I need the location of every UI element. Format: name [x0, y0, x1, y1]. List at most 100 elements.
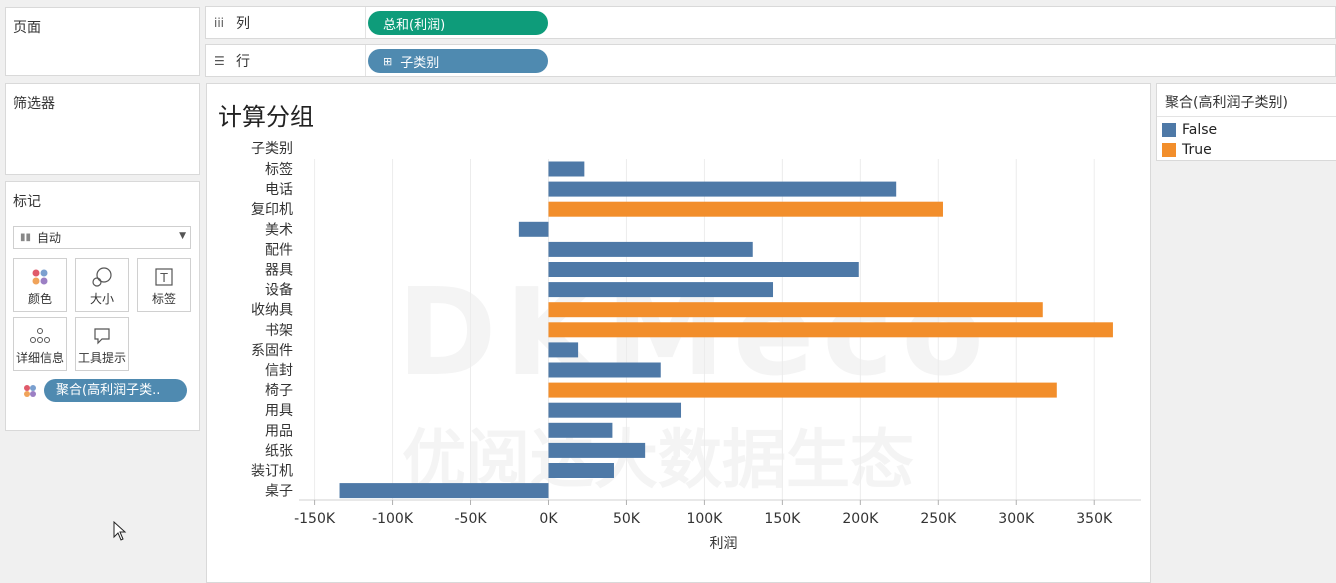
x-tick-label: 0K	[539, 511, 558, 527]
x-tick-label: 100K	[686, 511, 723, 527]
bar	[548, 201, 943, 217]
bar	[548, 422, 613, 438]
category-label: 美术	[265, 222, 293, 238]
category-label: 用品	[265, 423, 293, 439]
legend-panel: 聚合(高利润子类别) False True	[1156, 83, 1336, 161]
pages-panel[interactable]: 页面	[5, 7, 200, 76]
viz-panel: 计算分组 DKMeco 优阅达大数据生态 -150K-100K-50K0K50K…	[206, 83, 1151, 583]
columns-label-text: 列	[236, 15, 250, 32]
bar	[548, 262, 859, 277]
rows-icon: ☰	[214, 53, 225, 68]
bar	[548, 282, 774, 298]
color-field-icon	[23, 383, 37, 402]
columns-shelf-label: iii 列	[206, 7, 366, 38]
tooltip-bubble-icon	[76, 324, 128, 348]
legend-label-false: False	[1182, 122, 1218, 138]
x-tick-label: -50K	[454, 511, 487, 527]
x-tick-label: 150K	[764, 511, 801, 527]
size-button[interactable]: 大小	[75, 258, 129, 312]
label-button[interactable]: T 标签	[137, 258, 191, 312]
mark-type-label: 自动	[37, 231, 62, 245]
columns-pill-text: 总和(利润)	[383, 17, 446, 33]
profit-bar-chart: -150K -100K -50K 0K 50K 100K 150K 200K 250K 300K 3…	[251, 141, 1141, 552]
bar	[548, 181, 897, 197]
category-label: 纸张	[265, 443, 293, 459]
detail-button[interactable]: 详细信息	[13, 317, 67, 371]
marks-card: 标记 ▮▮ 自动 ▼ 颜色 大小 T 标签 详细信息 工具提示 聚	[5, 181, 200, 431]
bar	[548, 382, 1057, 398]
x-tick-label: -150K	[294, 511, 336, 527]
x-tick-label: 200K	[842, 511, 879, 527]
rows-label-text: 行	[236, 53, 250, 70]
legend-item-false[interactable]: False	[1162, 121, 1217, 139]
category-label: 用具	[265, 403, 293, 419]
bar	[548, 161, 585, 177]
category-label: 装订机	[251, 464, 293, 480]
color-field-pill[interactable]: 聚合(高利润子类..	[44, 379, 187, 402]
detail-button-label: 详细信息	[15, 351, 64, 365]
bar	[548, 362, 661, 378]
bar-chart-icon: ▮▮	[20, 232, 32, 243]
bar	[548, 463, 614, 478]
category-label: 配件	[265, 242, 293, 258]
tooltip-button-label: 工具提示	[77, 351, 126, 365]
category-label: 电话	[265, 182, 293, 198]
tooltip-button[interactable]: 工具提示	[75, 317, 129, 371]
bar	[548, 342, 579, 358]
columns-icon: iii	[214, 15, 225, 30]
category-label: 桌子	[265, 484, 293, 500]
mark-type-dropdown[interactable]: ▮▮ 自动 ▼	[13, 226, 191, 249]
legend-swatch-true	[1162, 143, 1176, 157]
rows-shelf-label: ☰ 行	[206, 45, 366, 76]
x-tick-label: 300K	[998, 511, 1035, 527]
x-tick-label: 50K	[613, 511, 641, 527]
viz-title: 计算分组	[218, 103, 314, 131]
legend-label-true: True	[1182, 142, 1212, 158]
legend-title: 聚合(高利润子类别)	[1165, 95, 1288, 111]
filters-title: 筛选器	[13, 96, 55, 112]
bar	[548, 402, 682, 418]
bar	[548, 241, 753, 257]
category-label: 器具	[265, 263, 293, 279]
color-button[interactable]: 颜色	[13, 258, 67, 312]
rows-pill-subcategory[interactable]: ⊞ 子类别	[368, 49, 548, 73]
legend-item-true[interactable]: True	[1162, 141, 1212, 159]
filters-panel[interactable]: 筛选器	[5, 83, 200, 175]
text-label-icon: T	[138, 265, 190, 289]
size-button-label: 大小	[89, 292, 114, 306]
category-label: 椅子	[265, 383, 293, 399]
detail-dots-icon	[14, 324, 66, 348]
x-tick-label: 250K	[920, 511, 957, 527]
category-label: 复印机	[251, 201, 293, 218]
category-label: 书架	[265, 323, 293, 339]
columns-pill-sum-profit[interactable]: 总和(利润)	[368, 11, 548, 35]
expand-icon: ⊞	[383, 54, 393, 68]
mouse-cursor-icon	[113, 520, 127, 545]
category-label: 收纳具	[251, 303, 293, 319]
marks-title: 标记	[13, 194, 41, 210]
columns-shelf[interactable]: iii 列 总和(利润)	[205, 6, 1336, 39]
row-header-label: 子类别	[251, 141, 293, 157]
legend-divider	[1157, 116, 1336, 117]
x-tick-label: 350K	[1076, 511, 1113, 527]
legend-swatch-false	[1162, 123, 1176, 137]
color-button-label: 颜色	[27, 292, 52, 306]
pages-title: 页面	[13, 20, 41, 36]
label-button-label: 标签	[151, 292, 176, 306]
chevron-down-icon: ▼	[179, 231, 186, 241]
bar	[548, 442, 646, 458]
category-label: 设备	[265, 282, 293, 299]
rows-shelf[interactable]: ☰ 行 ⊞ 子类别	[205, 44, 1336, 77]
svg-text:T: T	[159, 271, 168, 285]
category-label: 标签	[265, 161, 293, 178]
category-label: 系固件	[251, 343, 293, 359]
color-dots-icon	[14, 265, 66, 289]
bar	[548, 302, 1043, 318]
rows-pill-text: 子类别	[400, 55, 440, 71]
x-tick-label: -100K	[372, 511, 414, 527]
bar	[518, 221, 549, 237]
size-shapes-icon	[76, 265, 128, 289]
bar	[339, 483, 549, 499]
category-label: 信封	[265, 363, 293, 379]
x-axis-title: 利润	[709, 536, 737, 552]
